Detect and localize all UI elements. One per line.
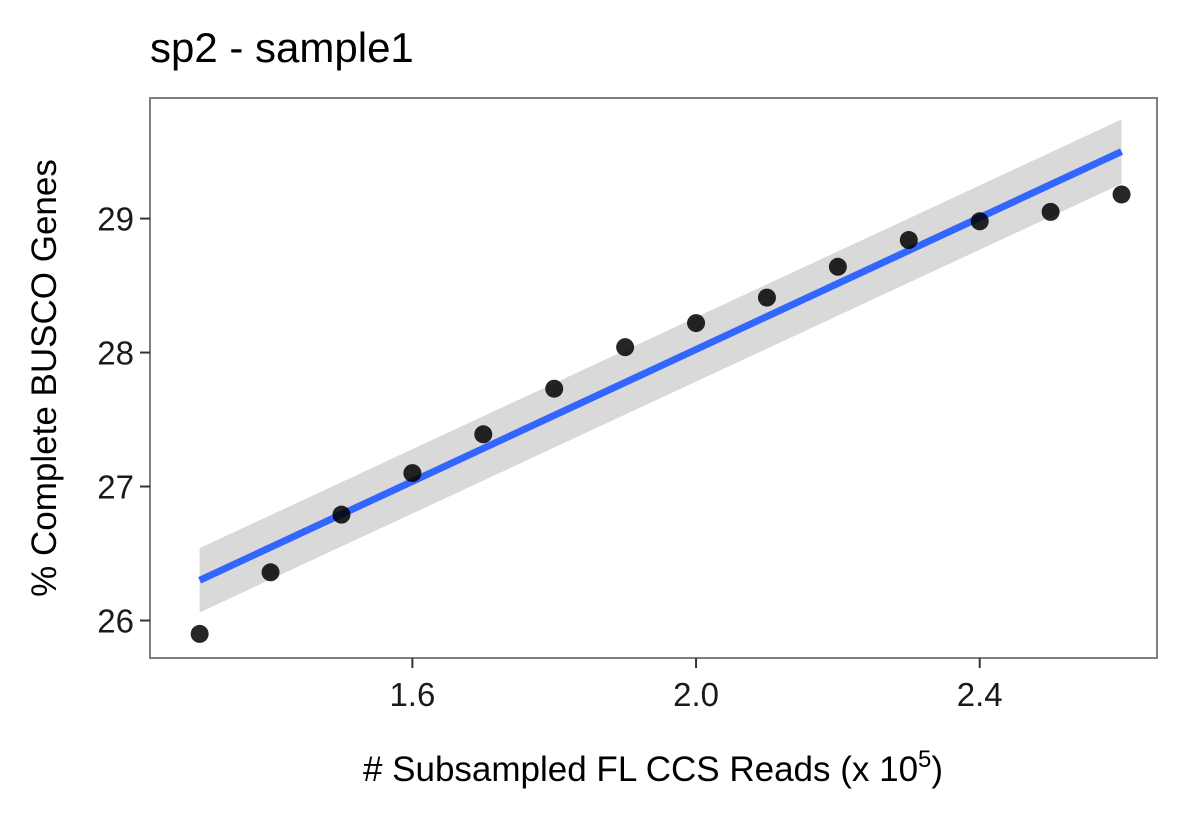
data-points <box>190 185 1131 643</box>
x-axis: 1.6 2.0 2.4 <box>389 658 1003 713</box>
x-tick-label: 2.0 <box>673 676 719 713</box>
chart-title: sp2 - sample1 <box>150 24 414 71</box>
y-tick-label: 29 <box>97 201 134 238</box>
data-point <box>545 379 564 398</box>
data-point <box>757 288 776 307</box>
x-tick-label: 1.6 <box>389 676 435 713</box>
y-tick-label: 27 <box>97 469 134 506</box>
y-tick-label: 28 <box>97 335 134 372</box>
y-tick-label: 26 <box>97 602 134 639</box>
data-point <box>616 338 635 357</box>
y-axis-label: % Complete BUSCO Genes <box>25 159 64 597</box>
panel-border <box>149 97 1158 659</box>
x-axis-label: # Subsampled FL CCS Reads (x 105) <box>363 746 943 789</box>
data-point <box>190 624 209 643</box>
x-axis-label-suffix: ) <box>931 750 943 789</box>
data-point <box>970 212 989 231</box>
data-point <box>1112 185 1131 204</box>
data-point <box>332 505 351 524</box>
x-tick-label: 2.4 <box>957 676 1003 713</box>
data-point <box>261 563 280 582</box>
x-axis-label-text: # Subsampled FL CCS Reads (x 10 <box>363 750 918 789</box>
y-axis: 26 27 28 29 <box>97 201 150 639</box>
data-point <box>687 314 706 333</box>
plot-panel <box>149 97 1158 659</box>
fit-line <box>198 148 1124 584</box>
data-point <box>828 257 847 276</box>
data-point <box>1041 202 1060 221</box>
data-point <box>403 464 422 483</box>
data-point <box>474 425 493 444</box>
x-axis-label-superscript: 5 <box>918 746 931 773</box>
data-point <box>899 231 918 250</box>
